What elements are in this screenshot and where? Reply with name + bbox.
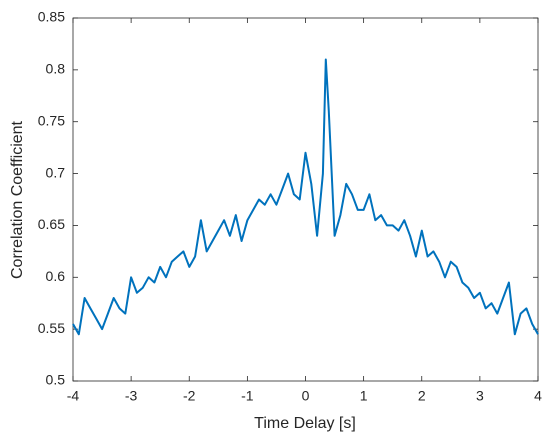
x-tick-label: 1 — [360, 388, 368, 404]
x-tick-label: 4 — [534, 388, 542, 404]
x-tick-label: 3 — [476, 388, 484, 404]
y-tick-label: 0.7 — [46, 164, 66, 180]
x-tick-label: -1 — [241, 388, 254, 404]
x-tick-label: -3 — [125, 388, 138, 404]
data-line — [72, 58, 539, 336]
x-tick-label: 0 — [302, 388, 310, 404]
plot-frame — [72, 17, 539, 382]
x-tick-label: -4 — [67, 388, 80, 404]
x-axis-label: Time Delay [s] — [254, 415, 356, 432]
y-tick-label: 0.6 — [46, 268, 66, 284]
x-tick-label: 2 — [418, 388, 426, 404]
y-axis-label: Correlation Coefficient — [9, 120, 26, 279]
y-tick-label: 0.75 — [38, 112, 65, 128]
y-tick-label: 0.85 — [38, 9, 65, 25]
y-tick-label: 0.55 — [38, 320, 65, 336]
x-tick-label: -2 — [183, 388, 196, 404]
y-tick-label: 0.5 — [46, 372, 66, 388]
y-tick-label: 0.65 — [38, 216, 65, 232]
y-tick-label: 0.8 — [46, 61, 66, 77]
